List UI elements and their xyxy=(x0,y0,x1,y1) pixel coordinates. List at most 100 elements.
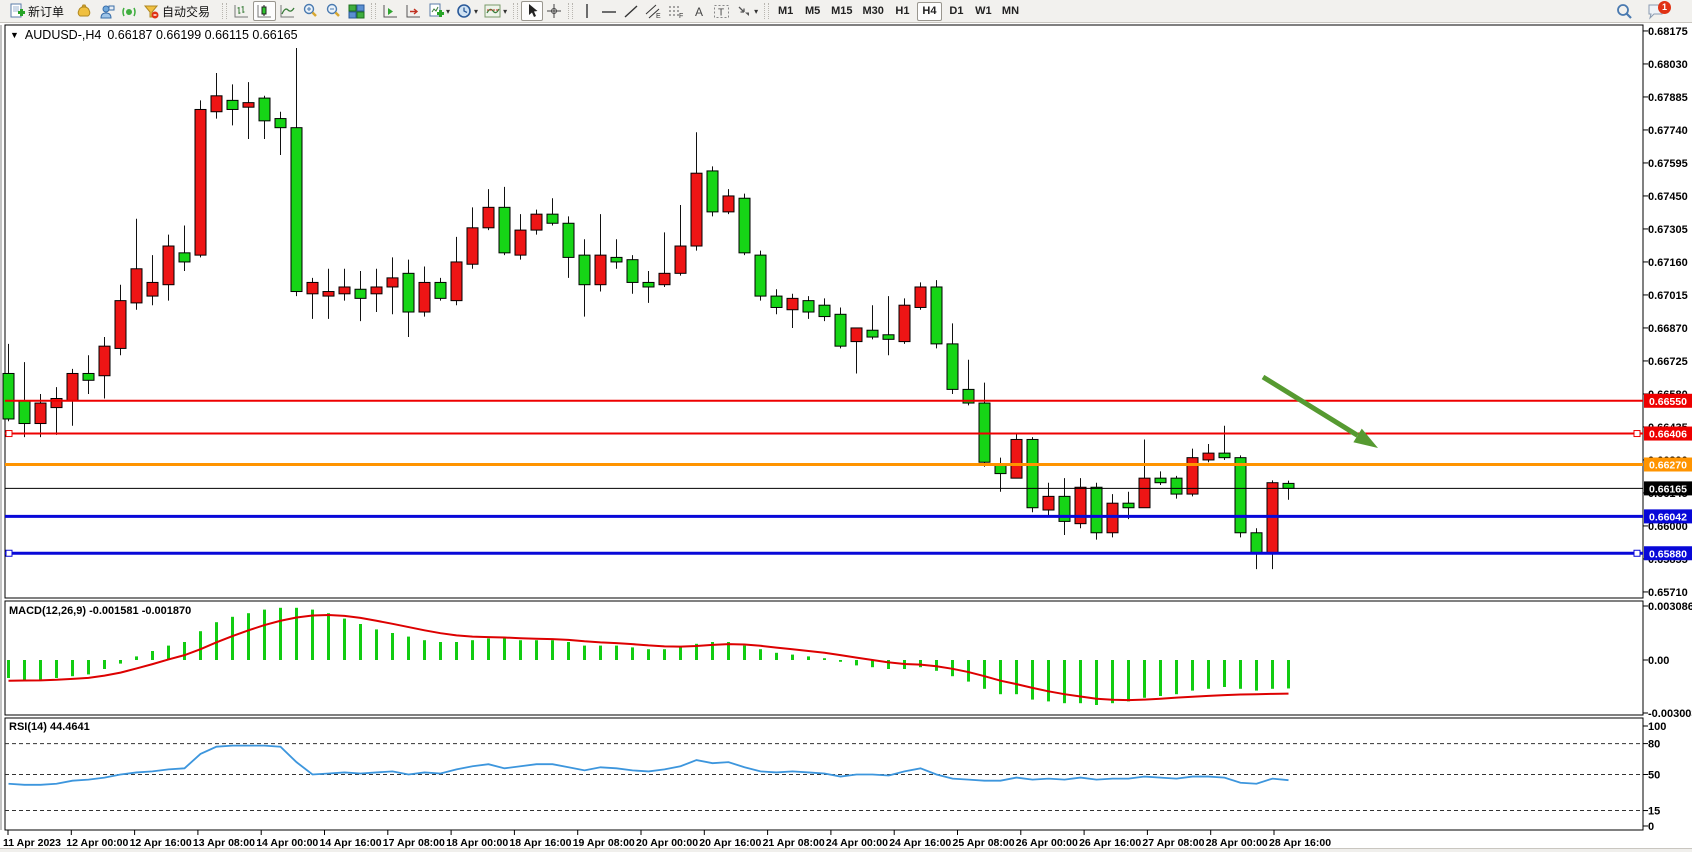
line-handle[interactable] xyxy=(1633,430,1641,438)
rsi-axis-label: 80 xyxy=(1648,739,1660,751)
candle-body xyxy=(850,327,863,343)
new-order-button[interactable]: 新订单 xyxy=(6,1,73,21)
timeframe-h1-button[interactable]: H1 xyxy=(895,5,910,17)
zoom-out-button[interactable] xyxy=(322,1,345,21)
price-line-badge-label: 0.66550 xyxy=(1649,396,1687,408)
line-handle[interactable] xyxy=(5,549,13,557)
macd-axis-label: 0.00 xyxy=(1648,655,1669,667)
macd-indicator-label: MACD(12,26,9) -0.001581 -0.001870 xyxy=(9,605,191,617)
candle-body xyxy=(114,300,127,349)
cursor-button[interactable] xyxy=(521,1,544,21)
candle-body xyxy=(770,295,783,308)
chart-client-area: 0.68175 0.68030 0.67885 0.67740 0.67595 0.674… xyxy=(0,23,1692,852)
price-axis-tick-label: 0.68175 xyxy=(1648,26,1688,38)
notification-badge[interactable]: 1 xyxy=(1658,0,1671,14)
annotation-arrow-shaft[interactable] xyxy=(1261,374,1359,438)
zoom-in-button[interactable] xyxy=(299,1,322,21)
trendline-button[interactable] xyxy=(620,1,642,21)
crosshair-icon xyxy=(547,4,562,18)
candle-body xyxy=(546,213,559,224)
text-label-button[interactable]: T xyxy=(710,1,733,21)
timeframe-h4-button[interactable]: H4 xyxy=(916,1,942,21)
macd-panel xyxy=(4,600,1644,716)
date-axis-label: 28 Apr 00:00 xyxy=(1206,837,1268,849)
auto-scroll-button[interactable] xyxy=(379,1,402,21)
candle-body xyxy=(290,127,303,293)
annotation-arrow-head[interactable] xyxy=(1353,428,1378,448)
indicators-button[interactable]: ▾ xyxy=(481,1,510,21)
timeframe-d1-button[interactable]: D1 xyxy=(949,5,964,17)
candlestick-chart-button[interactable] xyxy=(253,1,277,21)
timeframe-m1-button[interactable]: M1 xyxy=(777,5,794,17)
tile-windows-button[interactable] xyxy=(345,1,368,21)
equidistant-channel-button[interactable]: E xyxy=(642,1,665,21)
timeframe-group: M1 M5 M15 M30 H1 H4 D1 W1 MN xyxy=(772,0,1024,22)
macd-values: -0.001581 -0.001870 xyxy=(89,605,192,617)
timeframe-mn-button[interactable]: MN xyxy=(1001,5,1020,17)
community-button[interactable] xyxy=(95,1,118,21)
price-axis-tick-label: 0.66000 xyxy=(1648,521,1688,533)
new-chart-dropdown-arrow[interactable]: ▾ xyxy=(446,6,451,16)
chart-shift-button[interactable] xyxy=(402,1,425,21)
periods-dropdown-arrow[interactable]: ▾ xyxy=(474,6,479,16)
timeframe-m15-button[interactable]: M15 xyxy=(831,5,853,17)
horizontal-line-button[interactable] xyxy=(598,1,620,21)
new-chart-button[interactable]: ▾ xyxy=(425,1,453,21)
signals-button[interactable] xyxy=(118,1,140,21)
auto-trading-button[interactable]: 自动交易 xyxy=(140,1,219,21)
candle-body xyxy=(306,281,319,295)
search-button[interactable] xyxy=(1612,1,1636,21)
candle-body xyxy=(338,286,351,295)
candle-body xyxy=(274,118,287,129)
text-button[interactable]: A xyxy=(688,1,710,21)
line-chart-button[interactable] xyxy=(276,1,299,21)
svg-text:E: E xyxy=(656,13,661,19)
date-axis-label: 24 Apr 00:00 xyxy=(826,837,888,849)
price-line-badge-label: 0.65880 xyxy=(1649,548,1687,560)
candle-body xyxy=(34,402,47,425)
periods-button[interactable]: ▾ xyxy=(453,1,481,21)
price-axis-tick-label: 0.67595 xyxy=(1648,158,1688,170)
indicators-dropdown-arrow[interactable]: ▾ xyxy=(503,6,508,16)
main-toolbar: 新订单 xyxy=(0,0,1692,23)
market-wallet-button[interactable] xyxy=(73,1,95,21)
line-handle[interactable] xyxy=(5,430,13,438)
candle-body xyxy=(690,172,703,247)
candle-body xyxy=(1202,452,1215,461)
candle-body xyxy=(466,227,479,265)
bar-chart-button[interactable] xyxy=(230,1,253,21)
collapse-triangle-icon[interactable]: ▼ xyxy=(10,30,19,40)
vertical-line-button[interactable] xyxy=(576,1,598,21)
date-axis-label: 12 Apr 00:00 xyxy=(66,837,128,849)
candle-body xyxy=(562,222,575,258)
date-axis-label: 12 Apr 16:00 xyxy=(130,837,192,849)
bar-chart-icon xyxy=(234,4,249,17)
date-axis-label: 26 Apr 00:00 xyxy=(1016,837,1078,849)
fibonacci-button[interactable]: F xyxy=(665,1,688,21)
notifications-button[interactable]: 1 xyxy=(1644,0,1682,21)
timeframe-w1-button[interactable]: W1 xyxy=(975,5,992,17)
candle-body xyxy=(210,95,223,113)
price-axis-tick-label: 0.67160 xyxy=(1648,257,1688,269)
line-handle[interactable] xyxy=(1633,549,1641,557)
candle-body xyxy=(1058,495,1071,522)
candle-body xyxy=(1186,457,1199,495)
timeframe-m5-button[interactable]: M5 xyxy=(804,5,821,17)
arrow-shapes-dropdown-arrow[interactable]: ▾ xyxy=(754,6,759,16)
candle-body xyxy=(642,281,655,288)
candlestick-chart-icon xyxy=(257,4,272,17)
arrow-shapes-button[interactable]: ▾ xyxy=(733,1,761,21)
svg-text:T: T xyxy=(718,7,724,18)
candle-body xyxy=(354,288,367,299)
toolbar-separator xyxy=(222,3,228,19)
trendline-icon xyxy=(624,4,638,18)
candle-body xyxy=(674,245,687,274)
date-axis-label: 20 Apr 16:00 xyxy=(699,837,761,849)
candle-body xyxy=(802,300,815,313)
candle-body xyxy=(1170,477,1183,495)
crosshair-button[interactable] xyxy=(543,1,565,21)
chart-canvas[interactable]: 0.68175 0.68030 0.67885 0.67740 0.67595 0.674… xyxy=(0,23,1692,852)
price-axis-tick-label: 0.67885 xyxy=(1648,92,1688,104)
timeframe-m30-button[interactable]: M30 xyxy=(862,5,884,17)
horizontal-line-icon xyxy=(602,10,617,13)
